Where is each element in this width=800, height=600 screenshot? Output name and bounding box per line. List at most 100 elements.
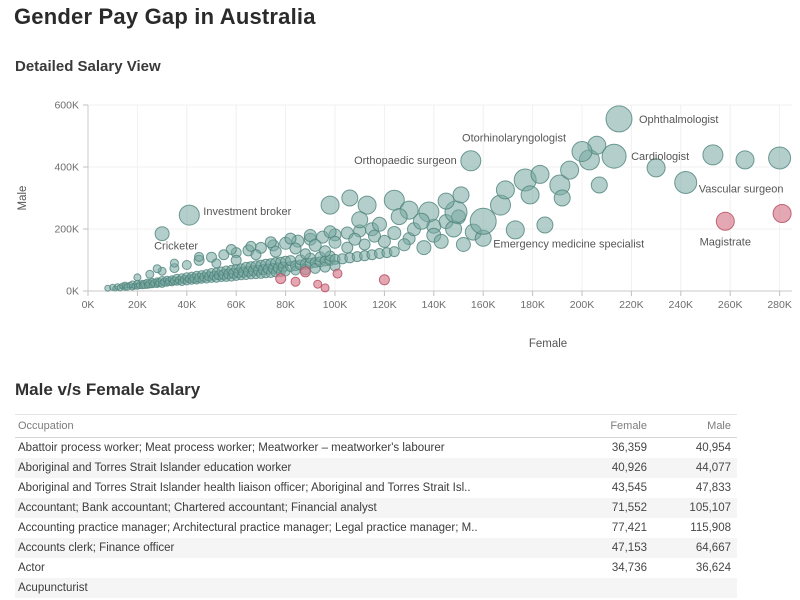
occupation-bubble[interactable] — [735, 150, 755, 170]
occupation-bubble-female-higher[interactable] — [715, 211, 735, 231]
male-salary-cell — [653, 578, 737, 598]
occupation-bubble[interactable] — [357, 195, 377, 215]
occupation-bubble-female-higher[interactable] — [320, 283, 330, 293]
x-axis-label: Female — [529, 338, 567, 350]
occupation-bubble[interactable] — [320, 195, 340, 215]
bubble-annotation: Ophthalmologist — [639, 114, 719, 126]
occupation-bubble-female-higher[interactable] — [772, 204, 792, 223]
occupation-bubble[interactable] — [445, 220, 463, 238]
occupation-bubble[interactable] — [154, 226, 170, 242]
occupation-bubble[interactable] — [768, 146, 792, 170]
occupation-bubble[interactable] — [571, 141, 593, 162]
occupation-bubble[interactable] — [225, 244, 237, 255]
occupation-bubble-female-higher[interactable] — [290, 276, 301, 287]
occupation-bubble[interactable] — [560, 160, 580, 180]
occupation-bubble[interactable] — [590, 176, 608, 194]
occupation-bubble-female-higher[interactable] — [313, 279, 323, 289]
male-salary-cell: 36,624 — [695, 562, 731, 574]
occupation-bubble[interactable] — [178, 204, 200, 226]
col-header-male[interactable]: Male — [653, 414, 737, 438]
occupation-bubble-female-higher[interactable] — [332, 268, 343, 279]
scatter-plot[interactable]: 0K 20K 40K 60K 80K 100K 120K 140K 160K 180K 200K 22… — [0, 85, 800, 365]
occupation-bubble[interactable] — [505, 220, 525, 240]
occupation-bubble[interactable] — [455, 237, 471, 252]
occupation-bubble[interactable] — [152, 264, 162, 274]
female-salary-cell: 43,545 — [611, 482, 647, 494]
table-row[interactable]: Accounts clerk; Finance officer 47,153 64,… — [15, 538, 737, 558]
occupation-bubble[interactable] — [218, 249, 230, 261]
occupation-bubble[interactable] — [308, 238, 322, 252]
col-header-female[interactable]: Female — [561, 414, 653, 438]
occupation-bubble[interactable] — [412, 212, 430, 230]
occupation-bubble[interactable] — [495, 180, 515, 200]
occupation-bubble[interactable] — [437, 192, 455, 210]
occupation-bubble[interactable] — [284, 232, 297, 245]
occupation-bubble[interactable] — [390, 208, 408, 226]
y-tick-label: 0K — [66, 286, 79, 298]
occupation-cell: Accounts clerk; Finance officer — [18, 542, 175, 554]
occupation-bubble[interactable] — [416, 240, 432, 256]
occupation-bubble[interactable] — [601, 143, 627, 169]
occupation-bubble[interactable] — [530, 164, 550, 184]
x-tick-label: 80K — [276, 299, 295, 311]
occupation-bubble[interactable] — [348, 232, 362, 246]
occupation-bubble[interactable] — [181, 260, 192, 270]
occupation-bubble[interactable] — [245, 240, 257, 252]
bubble-annotation: Orthopaedic surgeon — [354, 155, 457, 167]
occupation-bubble[interactable] — [520, 185, 540, 205]
occupation-bubble[interactable] — [341, 241, 354, 254]
occupation-bubble[interactable] — [605, 105, 633, 133]
occupation-bubble[interactable] — [319, 245, 332, 258]
occupation-bubble[interactable] — [145, 269, 155, 279]
table-row[interactable]: Accountant; Bank accountant; Chartered a… — [15, 498, 737, 518]
table-row[interactable]: Aboriginal and Torres Strait Islander he… — [15, 478, 737, 498]
occupation-bubble[interactable] — [646, 158, 666, 178]
occupation-bubble[interactable] — [194, 251, 205, 262]
occupation-bubble[interactable] — [702, 144, 724, 166]
occupation-bubble-female-higher[interactable] — [378, 274, 390, 286]
occupation-bubble[interactable] — [388, 246, 400, 258]
x-tick-label: 260K — [718, 299, 743, 311]
occupation-bubble-female-higher[interactable] — [299, 266, 311, 278]
occupation-bubble-female-higher[interactable] — [275, 273, 287, 285]
occupation-bubble[interactable] — [358, 238, 371, 251]
occupation-bubble[interactable] — [674, 171, 698, 194]
occupation-bubble[interactable] — [169, 258, 179, 268]
occupation-bubble[interactable] — [397, 238, 411, 252]
occupation-bubble[interactable] — [264, 236, 277, 249]
occupation-bubble[interactable] — [372, 216, 387, 232]
occupation-bubble[interactable] — [328, 235, 342, 249]
x-tick-label: 200K — [570, 299, 595, 311]
occupation-cell: Accountant; Bank accountant; Chartered a… — [18, 502, 377, 514]
occupation-bubble[interactable] — [469, 207, 497, 235]
occupation-bubble[interactable] — [351, 211, 369, 229]
occupation-bubble[interactable] — [341, 189, 359, 207]
occupation-bubble[interactable] — [323, 225, 337, 239]
table-row[interactable]: Accounting practice manager; Architectur… — [15, 518, 737, 538]
occupation-bubble[interactable] — [368, 229, 381, 243]
salary-table-body: Abattoir process worker; Meat process wo… — [15, 438, 737, 598]
occupation-bubble[interactable] — [433, 233, 449, 249]
occupation-bubble[interactable] — [230, 254, 242, 266]
occupation-bubble[interactable] — [289, 242, 302, 255]
salary-table-container[interactable]: Occupation Female Male Abattoir process … — [15, 414, 737, 600]
col-header-occupation[interactable]: Occupation — [15, 414, 561, 438]
y-tick-label: 200K — [54, 224, 79, 236]
table-row[interactable]: Actor 34,736 36,624 — [15, 558, 737, 578]
occupation-bubble[interactable] — [452, 186, 470, 204]
table-row[interactable]: Aboriginal and Torres Strait Islander ed… — [15, 458, 737, 478]
occupation-bubble[interactable] — [299, 248, 311, 260]
occupation-bubble[interactable] — [377, 234, 391, 248]
occupation-bubble[interactable] — [460, 150, 482, 172]
occupation-bubble[interactable] — [553, 189, 571, 207]
occupation-bubble[interactable] — [133, 273, 142, 282]
table-row[interactable]: Abattoir process worker; Meat process wo… — [15, 438, 737, 459]
table-row[interactable]: Acupuncturist — [15, 578, 737, 598]
occupation-bubble[interactable] — [250, 249, 262, 261]
occupation-bubble[interactable] — [387, 226, 402, 240]
x-tick-label: 220K — [619, 299, 644, 311]
occupation-bubble[interactable] — [211, 258, 222, 269]
occupation-bubble[interactable] — [536, 216, 554, 234]
occupation-bubble[interactable] — [269, 245, 282, 258]
